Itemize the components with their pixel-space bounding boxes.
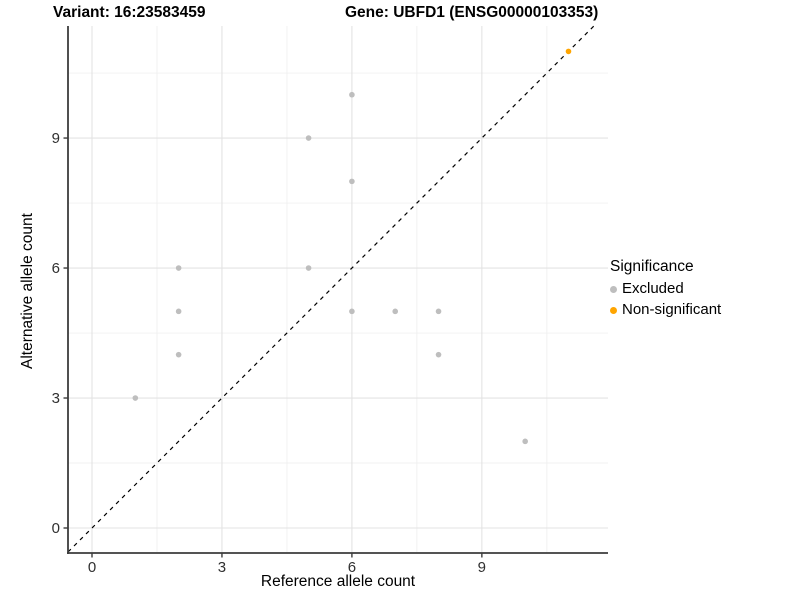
data-point-excluded [522, 438, 528, 445]
legend-items: Excluded Non-significant [610, 280, 800, 319]
data-point-excluded [175, 265, 182, 271]
data-point-excluded [349, 308, 355, 315]
x-tick-label: 0 [88, 559, 96, 576]
identity-line [67, 25, 595, 553]
data-point-excluded [435, 308, 442, 315]
data-point-excluded [392, 308, 399, 315]
data-point-excluded [305, 135, 312, 141]
data-point-excluded [435, 351, 442, 358]
data-point-excluded [305, 265, 312, 271]
plot-title-variant: Variant: 16:23583459 [53, 4, 206, 21]
data-point-excluded [349, 178, 355, 185]
legend: Significance Excluded Non-significant [610, 258, 800, 319]
legend-item-label: Non-significant [622, 301, 722, 318]
data-point-excluded [132, 395, 139, 401]
legend-title: Significance [610, 258, 694, 275]
x-tick-label: 9 [478, 559, 486, 576]
y-tick-label: 0 [52, 520, 60, 537]
plot-title-gene: Gene: UBFD1 (ENSG00000103353) [345, 4, 599, 21]
legend-item-non-significant: Non-significant [610, 301, 800, 319]
y-tick-label: 9 [52, 130, 60, 147]
y-tick-label: 3 [52, 390, 60, 407]
y-tick-label: 6 [52, 260, 60, 277]
data-point-non-significant [565, 48, 572, 55]
x-tick-label: 3 [218, 559, 226, 576]
legend-item-label: Excluded [622, 280, 684, 297]
legend-key-dot-icon [610, 306, 617, 314]
legend-item-excluded: Excluded [610, 280, 800, 298]
x-tick-label: 6 [348, 559, 356, 576]
x-axis-title: Reference allele count [260, 573, 416, 590]
data-point-excluded [175, 351, 182, 358]
data-point-excluded [349, 91, 355, 98]
y-axis-title: Alternative allele count [19, 213, 36, 369]
legend-key-dot-icon [610, 285, 617, 293]
data-point-excluded [175, 308, 182, 315]
